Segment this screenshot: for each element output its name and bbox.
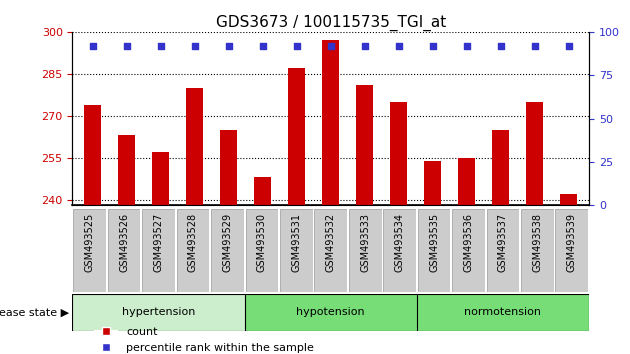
Text: GSM493535: GSM493535 bbox=[429, 213, 439, 272]
Bar bbox=[390, 102, 407, 205]
FancyBboxPatch shape bbox=[246, 209, 278, 292]
Text: GSM493526: GSM493526 bbox=[119, 213, 129, 272]
Text: GSM493525: GSM493525 bbox=[84, 213, 94, 272]
Point bbox=[462, 43, 472, 48]
FancyBboxPatch shape bbox=[280, 209, 312, 292]
Point bbox=[122, 43, 132, 48]
Bar bbox=[220, 130, 238, 205]
FancyBboxPatch shape bbox=[72, 294, 244, 331]
Bar bbox=[458, 158, 475, 205]
Text: GSM493538: GSM493538 bbox=[532, 213, 542, 272]
Bar bbox=[186, 88, 203, 205]
Point bbox=[564, 43, 574, 48]
Text: normotension: normotension bbox=[464, 307, 541, 318]
Text: GSM493532: GSM493532 bbox=[326, 213, 336, 272]
Bar bbox=[526, 102, 543, 205]
Bar bbox=[356, 85, 373, 205]
FancyBboxPatch shape bbox=[452, 209, 485, 292]
Bar bbox=[424, 161, 441, 205]
Bar bbox=[289, 68, 306, 205]
FancyBboxPatch shape bbox=[314, 209, 347, 292]
FancyBboxPatch shape bbox=[521, 209, 554, 292]
Bar bbox=[323, 40, 339, 205]
Bar bbox=[560, 194, 577, 205]
FancyBboxPatch shape bbox=[417, 294, 589, 331]
Point bbox=[496, 43, 506, 48]
Bar bbox=[255, 177, 272, 205]
Text: disease state ▶: disease state ▶ bbox=[0, 307, 69, 318]
FancyBboxPatch shape bbox=[418, 209, 450, 292]
FancyBboxPatch shape bbox=[176, 209, 209, 292]
Text: GSM493537: GSM493537 bbox=[498, 213, 508, 272]
Point bbox=[258, 43, 268, 48]
Text: GSM493528: GSM493528 bbox=[188, 213, 198, 272]
FancyBboxPatch shape bbox=[349, 209, 382, 292]
Bar bbox=[118, 135, 135, 205]
FancyBboxPatch shape bbox=[556, 209, 588, 292]
Bar bbox=[152, 152, 169, 205]
Point bbox=[88, 43, 98, 48]
Text: hypotension: hypotension bbox=[297, 307, 365, 318]
Text: GSM493527: GSM493527 bbox=[154, 213, 164, 272]
FancyBboxPatch shape bbox=[142, 209, 175, 292]
Text: GSM493531: GSM493531 bbox=[291, 213, 301, 272]
Point bbox=[224, 43, 234, 48]
Text: GSM493536: GSM493536 bbox=[464, 213, 474, 272]
Point bbox=[326, 43, 336, 48]
Text: GSM493539: GSM493539 bbox=[567, 213, 577, 272]
Text: GSM493534: GSM493534 bbox=[394, 213, 404, 272]
Text: hypertension: hypertension bbox=[122, 307, 195, 318]
Point bbox=[530, 43, 540, 48]
Title: GDS3673 / 100115735_TGI_at: GDS3673 / 100115735_TGI_at bbox=[215, 14, 446, 30]
FancyBboxPatch shape bbox=[73, 209, 106, 292]
Point bbox=[190, 43, 200, 48]
Point bbox=[292, 43, 302, 48]
Point bbox=[156, 43, 166, 48]
Text: GSM493529: GSM493529 bbox=[222, 213, 232, 272]
Point bbox=[428, 43, 438, 48]
Text: GSM493533: GSM493533 bbox=[360, 213, 370, 272]
Text: GSM493530: GSM493530 bbox=[257, 213, 267, 272]
Bar bbox=[492, 130, 509, 205]
FancyBboxPatch shape bbox=[108, 209, 140, 292]
FancyBboxPatch shape bbox=[244, 294, 417, 331]
FancyBboxPatch shape bbox=[486, 209, 519, 292]
Bar bbox=[84, 104, 101, 205]
FancyBboxPatch shape bbox=[383, 209, 416, 292]
FancyBboxPatch shape bbox=[211, 209, 244, 292]
Point bbox=[394, 43, 404, 48]
Point bbox=[360, 43, 370, 48]
Legend: count, percentile rank within the sample: count, percentile rank within the sample bbox=[91, 323, 319, 354]
